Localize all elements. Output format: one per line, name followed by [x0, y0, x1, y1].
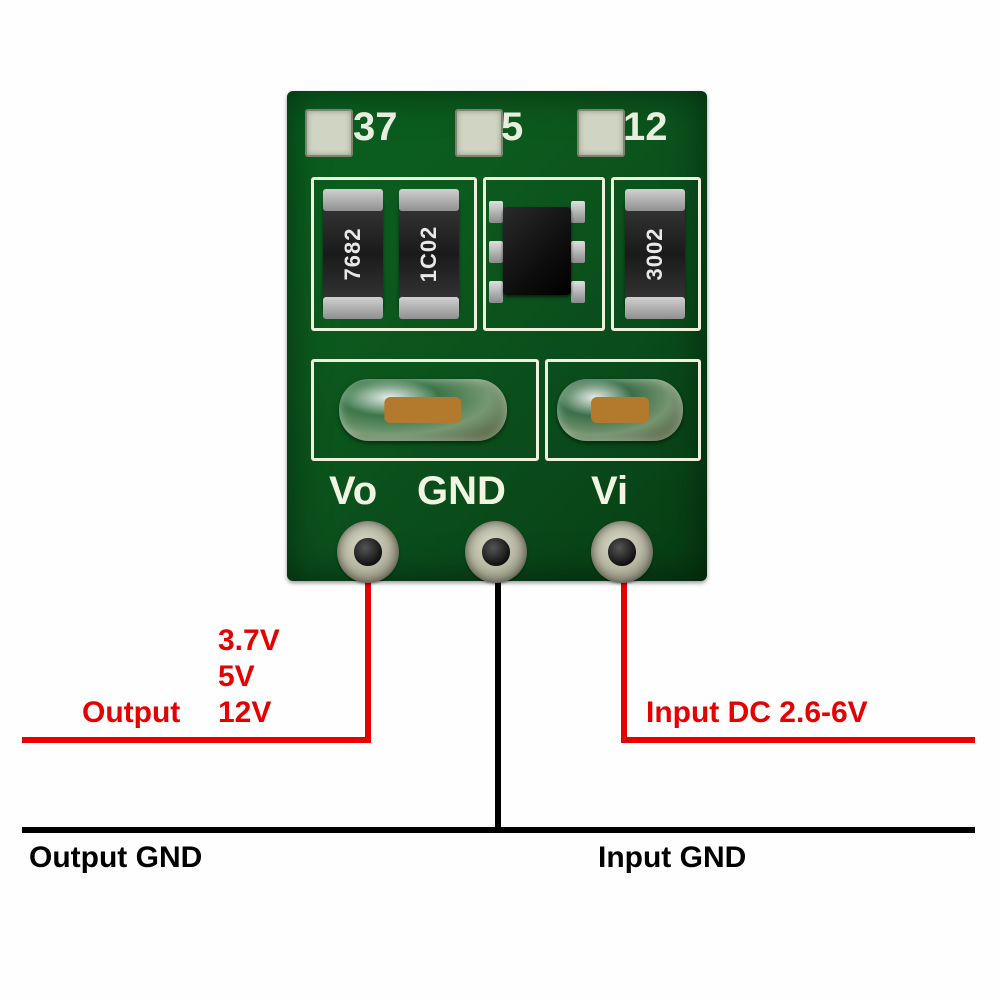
jumper-label-12: 12	[623, 105, 668, 150]
ic-pin	[571, 201, 585, 223]
label-input-gnd: Input GND	[598, 841, 746, 875]
ic-pin	[571, 241, 585, 263]
capacitor-left	[339, 379, 507, 441]
label-output-5v: 5V	[218, 660, 255, 694]
capacitor-core	[591, 397, 649, 423]
ic-pin	[489, 241, 503, 263]
pad-vi	[591, 521, 653, 583]
ic-pin	[489, 281, 503, 303]
jumper-label-37: 37	[353, 105, 398, 150]
pad-label-vi: Vi	[591, 469, 628, 514]
jumper-pad-37	[305, 109, 353, 157]
resistor-7682: 7682	[323, 199, 383, 309]
jumper-pad-12	[577, 109, 625, 157]
resistor-code-7682: 7682	[340, 228, 366, 281]
pcb-module: 37 5 12 7682 1C02 3002 Vo GND	[287, 91, 707, 581]
diagram-stage: 37 5 12 7682 1C02 3002 Vo GND	[0, 0, 1000, 1000]
label-output-3v7: 3.7V	[218, 624, 280, 658]
label-input-dc: Input DC 2.6-6V	[646, 696, 868, 730]
label-output-gnd: Output GND	[29, 841, 202, 875]
pad-label-vo: Vo	[329, 469, 377, 514]
ic-regulator	[489, 191, 585, 311]
resistor-code-1c02: 1C02	[416, 226, 442, 283]
capacitor-right	[557, 379, 683, 441]
ic-body	[503, 207, 571, 295]
jumper-pad-5	[455, 109, 503, 157]
pad-label-gnd: GND	[417, 469, 506, 514]
resistor-1c02: 1C02	[399, 199, 459, 309]
ic-pin	[489, 201, 503, 223]
label-output-word: Output	[82, 696, 180, 730]
resistor-3002: 3002	[625, 199, 685, 309]
pad-gnd	[465, 521, 527, 583]
pad-vo	[337, 521, 399, 583]
wire-output-red	[22, 555, 368, 740]
capacitor-core	[384, 397, 461, 423]
ic-pin	[571, 281, 585, 303]
label-output-12v: 12V	[218, 696, 271, 730]
resistor-code-3002: 3002	[642, 228, 668, 281]
jumper-label-5: 5	[501, 105, 523, 150]
